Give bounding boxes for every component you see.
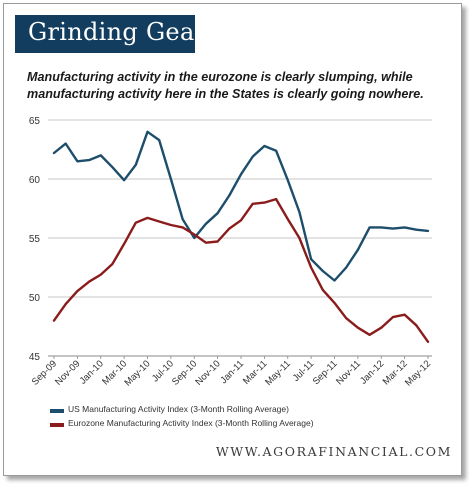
chart-subtitle: Manufacturing activity in the eurozone i… (27, 70, 424, 101)
data-point-eurozone (134, 221, 137, 224)
y-tick-label: 60 (29, 175, 41, 186)
data-point-eurozone (111, 263, 114, 265)
data-point-eurozone (345, 317, 348, 320)
x-tick-label: Jan-11 (218, 358, 246, 386)
series-line-us (52, 130, 430, 282)
data-point-eurozone (368, 333, 371, 336)
data-point-eurozone (205, 241, 207, 244)
title-banner: Grinding Gears (15, 15, 219, 53)
legend-label-eurozone: Eurozone Manufacturing Activity Index (3… (68, 418, 314, 428)
data-point-us (380, 226, 383, 229)
data-point-eurozone (286, 218, 289, 221)
data-point-us (368, 226, 371, 229)
data-point-eurozone (380, 326, 383, 329)
data-point-eurozone (64, 303, 67, 305)
data-point-us (310, 258, 313, 261)
x-tick-label: Nov-10 (193, 358, 222, 387)
data-point-eurozone (427, 340, 429, 343)
data-point-eurozone (228, 227, 231, 230)
legend-label-us: US Manufacturing Activity Index (3-Month… (68, 404, 289, 414)
y-tick-label: 50 (29, 293, 41, 304)
data-point-eurozone (240, 219, 242, 222)
data-point-us (345, 266, 348, 269)
data-point-us (251, 155, 254, 158)
data-point-us (333, 279, 336, 282)
data-point-eurozone (403, 313, 406, 316)
x-tick-label: May-11 (263, 358, 293, 388)
data-point-us (193, 237, 196, 239)
data-point-us (134, 163, 137, 166)
data-point-eurozone (169, 224, 172, 226)
data-point-us (321, 270, 324, 272)
data-point-us (216, 212, 219, 215)
data-point-us (240, 173, 242, 176)
data-point-eurozone (275, 198, 277, 200)
data-point-eurozone (123, 243, 126, 245)
data-point-us (205, 222, 207, 225)
data-point-eurozone (392, 316, 394, 318)
x-tick-label: Nov-11 (334, 358, 363, 387)
data-point-us (99, 154, 102, 157)
data-point-us (427, 230, 429, 232)
y-tick-label: 55 (29, 234, 41, 245)
legend-swatch-us (50, 409, 64, 413)
data-point-us (415, 228, 418, 231)
data-point-eurozone (415, 324, 418, 327)
data-point-eurozone (333, 302, 336, 304)
data-point-us (146, 130, 149, 133)
data-point-us (181, 218, 184, 221)
data-point-eurozone (263, 201, 266, 204)
data-point-us (298, 211, 301, 213)
x-tick-label: May-12 (403, 358, 433, 388)
data-point-us (88, 159, 90, 162)
data-point-us (286, 179, 289, 182)
y-tick-label: 45 (29, 352, 41, 363)
chart-title: Grinding Gears (28, 18, 219, 46)
data-point-us (76, 160, 79, 163)
data-point-eurozone (76, 290, 79, 292)
legend-swatch-eurozone (50, 423, 64, 427)
data-point-eurozone (53, 319, 55, 322)
data-point-us (111, 166, 114, 169)
data-point-us (263, 145, 266, 147)
x-tick-label: May-10 (122, 358, 152, 388)
data-point-eurozone (181, 226, 184, 229)
data-point-eurozone (321, 289, 324, 291)
chart-frame: Grinding Gears Manufacturing activity in… (3, 3, 462, 476)
data-point-eurozone (158, 220, 161, 223)
data-point-eurozone (356, 326, 359, 329)
data-point-us (356, 248, 359, 251)
x-tick-label: Sep-10 (170, 358, 199, 387)
data-point-us (64, 142, 67, 145)
data-point-us (123, 179, 126, 182)
data-point-eurozone (88, 280, 90, 283)
data-point-eurozone (216, 240, 219, 243)
data-point-us (403, 226, 406, 229)
x-tick-label: Nov-09 (53, 358, 82, 387)
data-point-eurozone (251, 202, 254, 205)
data-point-us (228, 194, 231, 197)
data-point-us (169, 178, 172, 180)
y-tick-label: 65 (29, 116, 41, 127)
data-point-us (275, 149, 277, 152)
x-tick-label: Sep-11 (311, 358, 340, 387)
data-point-eurozone (310, 266, 313, 269)
data-point-eurozone (193, 233, 196, 236)
data-point-us (53, 152, 55, 154)
data-point-eurozone (99, 273, 102, 276)
data-point-us (158, 139, 161, 141)
data-point-eurozone (298, 237, 301, 239)
footer-url: WWW.AGORAFINANCIAL.COM (215, 444, 452, 459)
data-point-eurozone (146, 217, 149, 219)
data-point-us (392, 227, 394, 230)
